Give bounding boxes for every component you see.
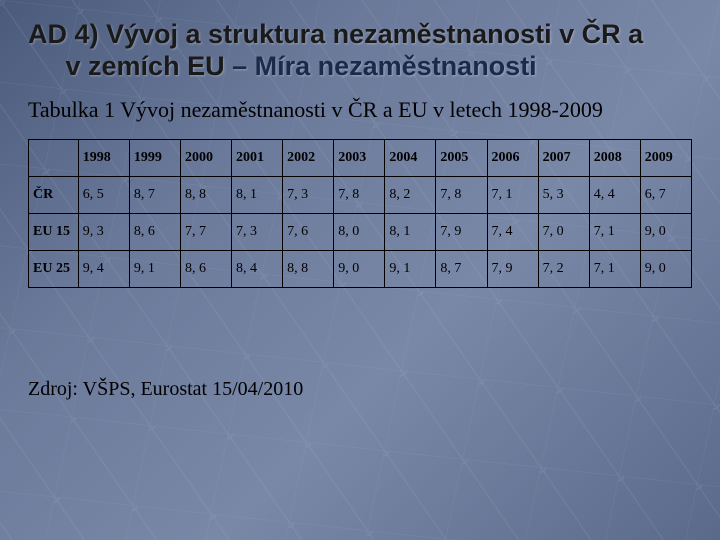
cell: 8, 1 <box>232 176 283 213</box>
cell: 7, 3 <box>232 213 283 250</box>
cell: 7, 3 <box>283 176 334 213</box>
cell: 8, 4 <box>232 250 283 287</box>
cell: 9, 0 <box>640 213 691 250</box>
col-2002: 2002 <box>283 139 334 176</box>
cell: 9, 0 <box>640 250 691 287</box>
cell: 7, 9 <box>487 250 538 287</box>
cell: 7, 8 <box>436 176 487 213</box>
slide-title: AD 4) Vývoj a struktura nezaměstnanosti … <box>28 18 692 83</box>
cell: 9, 3 <box>78 213 129 250</box>
cell: 7, 0 <box>538 213 589 250</box>
col-2004: 2004 <box>385 139 436 176</box>
cell: 8, 6 <box>129 213 180 250</box>
cell: 7, 4 <box>487 213 538 250</box>
col-2008: 2008 <box>589 139 640 176</box>
title-line1: AD 4) Vývoj a struktura nezaměstnanosti … <box>28 19 643 49</box>
cell: 7, 9 <box>436 213 487 250</box>
table-header-row: 1998 1999 2000 2001 2002 2003 2004 2005 … <box>29 139 692 176</box>
slide-content: AD 4) Vývoj a struktura nezaměstnanosti … <box>0 0 720 419</box>
row-label-eu25: EU 25 <box>29 250 79 287</box>
row-label-eu15: EU 15 <box>29 213 79 250</box>
col-2001: 2001 <box>232 139 283 176</box>
cell: 7, 6 <box>283 213 334 250</box>
col-1999: 1999 <box>129 139 180 176</box>
unemployment-table: 1998 1999 2000 2001 2002 2003 2004 2005 … <box>28 139 692 288</box>
table-row: EU 25 9, 4 9, 1 8, 6 8, 4 8, 8 9, 0 9, 1… <box>29 250 692 287</box>
cell: 8, 7 <box>436 250 487 287</box>
col-2005: 2005 <box>436 139 487 176</box>
cell: 8, 8 <box>180 176 231 213</box>
row-label-cr: ČR <box>29 176 79 213</box>
col-2003: 2003 <box>334 139 385 176</box>
cell: 8, 6 <box>180 250 231 287</box>
cell: 9, 4 <box>78 250 129 287</box>
cell: 6, 5 <box>78 176 129 213</box>
table-row: ČR 6, 5 8, 7 8, 8 8, 1 7, 3 7, 8 8, 2 7,… <box>29 176 692 213</box>
col-2009: 2009 <box>640 139 691 176</box>
col-2007: 2007 <box>538 139 589 176</box>
cell: 8, 1 <box>385 213 436 250</box>
cell: 7, 2 <box>538 250 589 287</box>
cell: 7, 1 <box>589 213 640 250</box>
cell: 7, 7 <box>180 213 231 250</box>
col-blank <box>29 139 79 176</box>
cell: 9, 1 <box>129 250 180 287</box>
cell: 6, 7 <box>640 176 691 213</box>
cell: 8, 8 <box>283 250 334 287</box>
cell: 7, 1 <box>487 176 538 213</box>
table-row: EU 15 9, 3 8, 6 7, 7 7, 3 7, 6 8, 0 8, 1… <box>29 213 692 250</box>
cell: 7, 1 <box>589 250 640 287</box>
title-dash: – <box>232 51 255 81</box>
cell: 8, 7 <box>129 176 180 213</box>
cell: 8, 2 <box>385 176 436 213</box>
cell: 4, 4 <box>589 176 640 213</box>
cell: 9, 1 <box>385 250 436 287</box>
cell: 8, 0 <box>334 213 385 250</box>
cell: 5, 3 <box>538 176 589 213</box>
source-citation: Zdroj: VŠPS, Eurostat 15/04/2010 <box>28 378 692 401</box>
col-2006: 2006 <box>487 139 538 176</box>
col-1998: 1998 <box>78 139 129 176</box>
table-caption: Tabulka 1 Vývoj nezaměstnanosti v ČR a E… <box>28 97 692 123</box>
cell: 9, 0 <box>334 250 385 287</box>
cell: 7, 8 <box>334 176 385 213</box>
col-2000: 2000 <box>180 139 231 176</box>
title-line2a: v zemích EU <box>66 51 233 81</box>
title-line2b: Míra nezaměstnanosti <box>255 51 537 81</box>
